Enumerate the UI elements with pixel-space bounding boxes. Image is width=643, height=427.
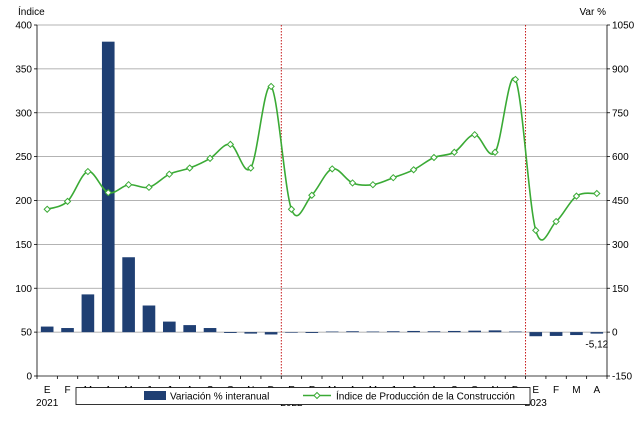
line-point: [226, 140, 235, 149]
left-tick-label: 100: [15, 284, 32, 295]
left-tick-label: 350: [15, 64, 32, 75]
month-tick-label: M: [572, 385, 580, 396]
month-tick-label: F: [553, 385, 559, 396]
month-tick-label: F: [64, 385, 70, 396]
line-point: [409, 166, 418, 174]
line-point: [552, 217, 560, 226]
right-tick-label: 0: [612, 328, 618, 339]
line-point: [165, 170, 174, 178]
bar: [101, 41, 115, 333]
line-point: [63, 197, 72, 206]
right-tick-label: 1050: [612, 21, 635, 32]
line-point: [247, 164, 255, 172]
bar: [183, 325, 196, 333]
series-line: [46, 77, 597, 241]
left-tick-label: 50: [21, 328, 33, 339]
line-point: [593, 189, 601, 198]
bar: [488, 330, 502, 333]
legend-label: Índice de Producción de la Construcción: [336, 390, 515, 403]
month-tick-label: E: [532, 385, 539, 396]
year-separators: [280, 25, 527, 376]
bar: [468, 330, 481, 333]
line-point: [348, 179, 357, 187]
line-point: [124, 180, 133, 189]
line-point: [572, 192, 581, 200]
bar: [346, 331, 359, 333]
data-label: -5,12: [585, 340, 608, 351]
bar: [448, 330, 461, 333]
line-point: [450, 148, 459, 156]
right-tick-label: 750: [612, 108, 629, 119]
month-tick-label: A: [593, 385, 600, 396]
line-point: [491, 148, 499, 156]
line-point: [389, 173, 397, 182]
left-tick-label: 0: [26, 372, 32, 383]
bar: [570, 332, 583, 336]
bar: [529, 332, 543, 337]
line-point: [206, 154, 214, 163]
bar-series: [40, 41, 604, 337]
left-tick-label: 200: [15, 196, 32, 207]
bar: [61, 328, 74, 333]
bar: [305, 332, 319, 334]
bar: [163, 321, 176, 333]
bar: [244, 332, 258, 334]
bar: [325, 331, 339, 333]
left-tick-label: 300: [15, 108, 32, 119]
line-point: [470, 130, 479, 139]
line-point: [328, 165, 336, 173]
annotations: -5,12: [585, 340, 608, 351]
line-point: [145, 183, 153, 192]
right-tick-label: 600: [612, 152, 629, 163]
axes: [34, 24, 610, 379]
bar: [264, 332, 278, 335]
line-point: [369, 180, 377, 189]
bar: [224, 332, 237, 334]
left-tick-label: 250: [15, 152, 32, 163]
right-tick-label: 900: [612, 64, 629, 75]
right-axis-title: Var %: [580, 7, 607, 18]
left-tick-label: 150: [15, 240, 32, 251]
line-point: [511, 75, 520, 84]
legend-swatch-marker: [313, 391, 321, 400]
right-tick-label: 150: [612, 284, 629, 295]
bar: [203, 328, 217, 333]
right-tick-label: 450: [612, 196, 629, 207]
line-point: [532, 226, 540, 235]
year-label: 2021: [36, 398, 59, 409]
bar: [386, 331, 400, 333]
line-point: [430, 153, 438, 162]
line-point: [287, 205, 296, 213]
left-axis-title: Índice: [18, 5, 45, 18]
bar: [142, 305, 156, 333]
bar: [81, 294, 95, 333]
bar: [590, 332, 604, 334]
line-point: [104, 188, 112, 197]
year-label: 2023: [525, 398, 548, 409]
line-point: [185, 164, 194, 172]
month-tick-label: E: [44, 385, 51, 396]
line-point: [43, 205, 51, 213]
bar: [549, 332, 563, 336]
line-series: [43, 75, 601, 241]
bar: [509, 331, 522, 333]
bar: [427, 331, 441, 333]
bar: [122, 257, 135, 333]
bar: [40, 326, 54, 333]
left-tick-label: 400: [15, 21, 32, 32]
line-point: [84, 167, 92, 176]
legend-swatch-bar: [144, 391, 166, 400]
bar: [285, 332, 298, 333]
legend: Variación % interanual Índice de Producci…: [75, 387, 531, 405]
bar: [407, 330, 420, 333]
right-tick-label: -150: [612, 372, 632, 383]
line-point: [267, 82, 275, 91]
legend-label: Variación % interanual: [170, 392, 269, 403]
bar: [366, 331, 380, 333]
right-tick-label: 300: [612, 240, 629, 251]
line-point: [308, 191, 316, 199]
